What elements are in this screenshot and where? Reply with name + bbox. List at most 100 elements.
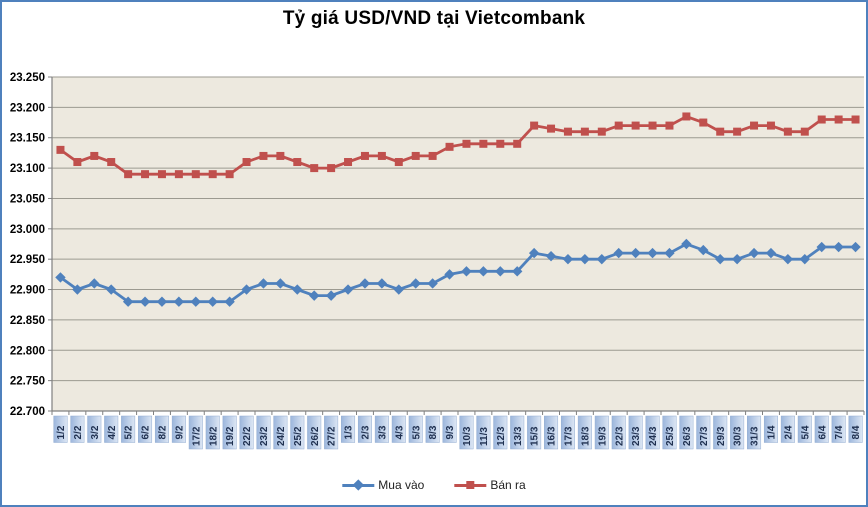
x-label-chip <box>357 415 372 443</box>
x-axis-label: 23/3 <box>631 426 642 446</box>
x-label-chip <box>628 415 643 450</box>
x-axis-label: 23/2 <box>259 426 270 446</box>
x-label-chip <box>341 415 356 443</box>
x-label-chip <box>527 415 542 450</box>
x-label-chip <box>848 415 863 443</box>
x-label-chip <box>222 415 237 450</box>
x-axis-label: 2/3 <box>361 425 372 439</box>
diamond-marker-icon <box>799 253 810 265</box>
x-label-chip <box>797 415 812 443</box>
x-axis-label: 6/2 <box>141 425 152 439</box>
x-label-chip <box>713 415 728 450</box>
series-mua-vao <box>55 238 861 307</box>
legend-label-ban-ra: Bán ra <box>490 478 526 492</box>
square-marker-icon <box>648 121 657 130</box>
x-axis-label: 4/3 <box>394 425 405 439</box>
x-label-chip <box>730 415 745 450</box>
legend: Mua vào Bán ra <box>342 478 526 492</box>
diamond-marker-icon <box>55 272 66 283</box>
x-axis-label: 19/3 <box>597 426 608 446</box>
x-axis-label: 10/3 <box>462 426 473 446</box>
x-axis-label: 1/2 <box>56 425 67 439</box>
diamond-marker-icon <box>393 284 404 295</box>
diamond-marker-icon <box>207 296 218 307</box>
x-axis-label: 9/2 <box>174 425 185 439</box>
y-axis-label: 23.150 <box>10 133 45 145</box>
square-marker-icon <box>665 121 674 130</box>
diamond-marker-icon <box>275 278 286 289</box>
x-axis-label: 6/4 <box>817 425 828 439</box>
square-marker-icon <box>360 151 369 160</box>
diamond-marker-icon <box>352 479 364 491</box>
diamond-marker-icon <box>461 266 472 277</box>
x-label-chip <box>831 415 846 443</box>
diamond-marker-icon <box>478 266 489 277</box>
x-axis-label: 2/4 <box>783 425 794 439</box>
square-marker-icon <box>411 151 420 160</box>
x-axis-label: 26/2 <box>310 426 321 446</box>
x-axis-label: 8/2 <box>158 425 169 439</box>
x-axis-label: 22/2 <box>242 426 253 446</box>
x-axis-label: 1/3 <box>344 425 355 439</box>
square-marker-icon <box>682 112 691 121</box>
y-axis-label: 22.900 <box>10 285 45 297</box>
x-axis-label: 3/2 <box>90 425 101 439</box>
x-label-chip <box>87 415 102 443</box>
square-marker-icon <box>496 139 505 148</box>
x-label-chip <box>70 415 85 443</box>
square-marker-icon <box>174 170 183 179</box>
x-label-chip <box>290 415 305 450</box>
square-marker-icon <box>547 124 556 133</box>
diamond-marker-icon <box>495 266 506 277</box>
diamond-marker-icon <box>681 238 692 250</box>
diamond-marker-icon <box>139 296 151 307</box>
diamond-marker-icon <box>224 296 235 307</box>
square-marker-icon <box>344 158 353 167</box>
x-axis-label: 13/3 <box>513 426 524 446</box>
diamond-marker-icon <box>731 253 743 265</box>
diamond-marker-icon <box>528 247 540 259</box>
x-label-chip <box>560 415 575 450</box>
square-marker-icon <box>597 127 606 136</box>
x-label-chip <box>374 415 389 443</box>
x-label-chip <box>662 415 677 450</box>
x-axis-label: 15/3 <box>530 426 541 446</box>
diamond-marker-icon <box>241 284 252 295</box>
y-axis-label: 23.200 <box>10 102 45 114</box>
square-marker-icon <box>124 170 133 179</box>
diamond-marker-icon <box>325 290 337 301</box>
x-axis-label: 31/3 <box>750 426 761 446</box>
square-marker-icon <box>631 121 640 130</box>
x-label-chip <box>138 415 153 443</box>
square-marker-icon <box>141 170 150 179</box>
x-label-chip <box>256 415 271 450</box>
square-marker-icon <box>327 164 336 173</box>
square-marker-icon <box>157 170 166 179</box>
x-axis-label: 1/4 <box>767 425 778 439</box>
diamond-marker-icon <box>833 241 844 253</box>
diamond-marker-icon <box>72 284 83 295</box>
x-axis-label: 9/3 <box>445 425 456 439</box>
diamond-marker-icon <box>122 296 134 307</box>
square-marker-icon <box>276 151 285 160</box>
x-axis-label: 18/3 <box>580 426 591 446</box>
x-axis-label: 25/3 <box>665 426 676 446</box>
square-marker-icon <box>466 481 475 489</box>
x-label-chip <box>188 415 203 450</box>
square-marker-icon <box>445 142 454 151</box>
square-marker-icon <box>580 127 589 136</box>
legend-item-ban-ra: Bán ra <box>454 478 526 492</box>
plot-background <box>52 77 864 411</box>
x-axis-label: 30/3 <box>733 426 744 446</box>
diamond-marker-icon <box>613 247 624 259</box>
series-ban-ra <box>56 112 860 179</box>
y-axis-label: 22.700 <box>10 406 45 418</box>
x-label-chip <box>611 415 626 450</box>
square-marker-icon <box>750 121 759 130</box>
y-axis-label: 23.100 <box>10 163 45 175</box>
diamond-marker-icon <box>427 278 438 289</box>
x-label-chip <box>763 415 778 443</box>
x-label-chip <box>273 415 288 450</box>
x-label-chip <box>510 415 525 450</box>
